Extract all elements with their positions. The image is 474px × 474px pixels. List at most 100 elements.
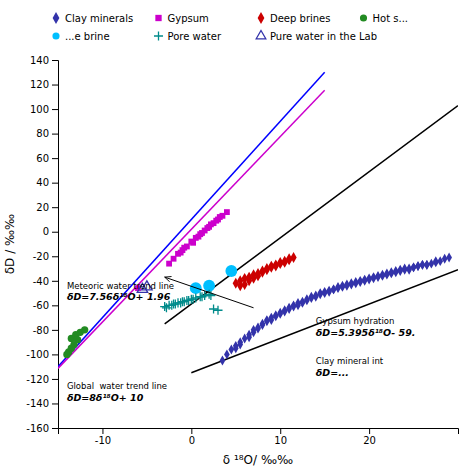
point	[199, 230, 205, 236]
tick-label: -100	[26, 349, 49, 360]
point	[246, 332, 252, 342]
annotation: Meteoric water trend line	[67, 281, 174, 291]
point	[237, 280, 243, 291]
trend-line	[191, 270, 458, 373]
point	[335, 283, 341, 293]
trend-line	[58, 72, 325, 366]
point	[304, 296, 310, 306]
tick: 140	[30, 55, 58, 66]
tick-mark	[280, 428, 281, 434]
tick: 0	[189, 428, 195, 446]
point	[415, 261, 421, 271]
tick-mark	[52, 379, 58, 380]
point	[411, 262, 417, 272]
tick-mark	[52, 354, 58, 355]
tick-mark	[52, 183, 58, 184]
point	[406, 265, 412, 275]
tick: 40	[36, 177, 58, 188]
point	[344, 281, 350, 291]
point	[81, 326, 88, 333]
y-axis: -160-140-120-100-80-60-40-20020406080100…	[26, 55, 58, 434]
tick-mark	[52, 428, 58, 429]
legend-item: Pore water	[154, 31, 222, 42]
point	[424, 260, 430, 270]
legend-item: Hot s...	[360, 13, 408, 24]
point	[220, 356, 226, 366]
legend-item: ...e brine	[52, 31, 109, 42]
point	[282, 307, 288, 317]
tick-mark	[52, 232, 58, 233]
equation: δD=5.395δ¹⁸O- 59.	[316, 327, 416, 338]
legend-label: ...e brine	[65, 31, 110, 42]
legend-symbol	[256, 30, 266, 38]
y-axis-title: δD / ‰‰	[3, 214, 17, 274]
legend-label: Pore water	[168, 31, 222, 42]
tick: -40	[33, 276, 58, 287]
point	[189, 295, 198, 304]
tick: -140	[26, 398, 58, 409]
tick-mark	[191, 428, 192, 434]
point	[348, 280, 354, 290]
legend-symbol	[155, 15, 161, 21]
plot-area	[58, 72, 458, 373]
point	[322, 288, 328, 298]
point	[160, 302, 169, 311]
legend-item: Clay minerals	[53, 12, 134, 24]
equation: δD=...	[316, 367, 349, 378]
tick-label: -160	[26, 423, 49, 434]
legend-label: Gypsum	[168, 13, 209, 24]
legend: Clay mineralsGypsumDeep brinesHot s.....…	[52, 12, 408, 41]
tick-label: 60	[36, 153, 49, 164]
trend-line	[165, 106, 458, 324]
annotation: Gypsum hydration	[316, 316, 395, 326]
tick-mark	[52, 60, 58, 61]
point	[428, 259, 434, 269]
scatter-series	[135, 209, 230, 291]
point	[255, 270, 261, 281]
point	[362, 276, 368, 286]
tick: 0	[43, 226, 58, 237]
point	[366, 275, 372, 285]
tick-mark	[52, 281, 58, 282]
tick-mark	[52, 403, 58, 404]
point	[313, 292, 319, 302]
point	[237, 340, 243, 350]
tick-label: -80	[33, 325, 49, 336]
point	[340, 282, 346, 292]
point	[300, 298, 306, 308]
tick-label: 100	[30, 104, 49, 115]
legend-item: Pure water in the Lab	[256, 30, 377, 41]
point	[224, 209, 230, 215]
point	[246, 275, 252, 286]
equation: δD=7.56δ¹⁸O+ 1.96	[67, 291, 171, 302]
legend-symbol	[52, 32, 59, 39]
x-axis-title: δ ¹⁸O/ ‰‰	[223, 453, 293, 467]
annotation: Clay mineral int	[316, 356, 384, 366]
tick: -120	[26, 374, 58, 385]
tick-mark	[52, 85, 58, 86]
point	[286, 304, 292, 314]
point	[446, 253, 452, 263]
tick-label: -120	[26, 374, 49, 385]
tick: -20	[33, 251, 58, 262]
legend-label: Pure water in the Lab	[270, 31, 377, 42]
point	[353, 278, 359, 288]
point	[415, 261, 421, 271]
tick: 60	[36, 153, 58, 164]
tick-mark	[52, 330, 58, 331]
tick-mark	[102, 428, 103, 434]
point	[255, 324, 261, 334]
tick-mark	[52, 134, 58, 135]
tick-mark	[52, 256, 58, 257]
point	[326, 287, 332, 297]
point	[190, 240, 196, 246]
equation: δD=8δ¹⁸O+ 10	[67, 392, 144, 403]
tick-label: -10	[95, 435, 111, 446]
tick-label: 140	[30, 55, 49, 66]
point	[197, 292, 206, 301]
point	[424, 260, 430, 270]
tick-mark	[52, 305, 58, 306]
point	[282, 257, 288, 268]
point	[264, 316, 270, 326]
point	[317, 289, 323, 299]
